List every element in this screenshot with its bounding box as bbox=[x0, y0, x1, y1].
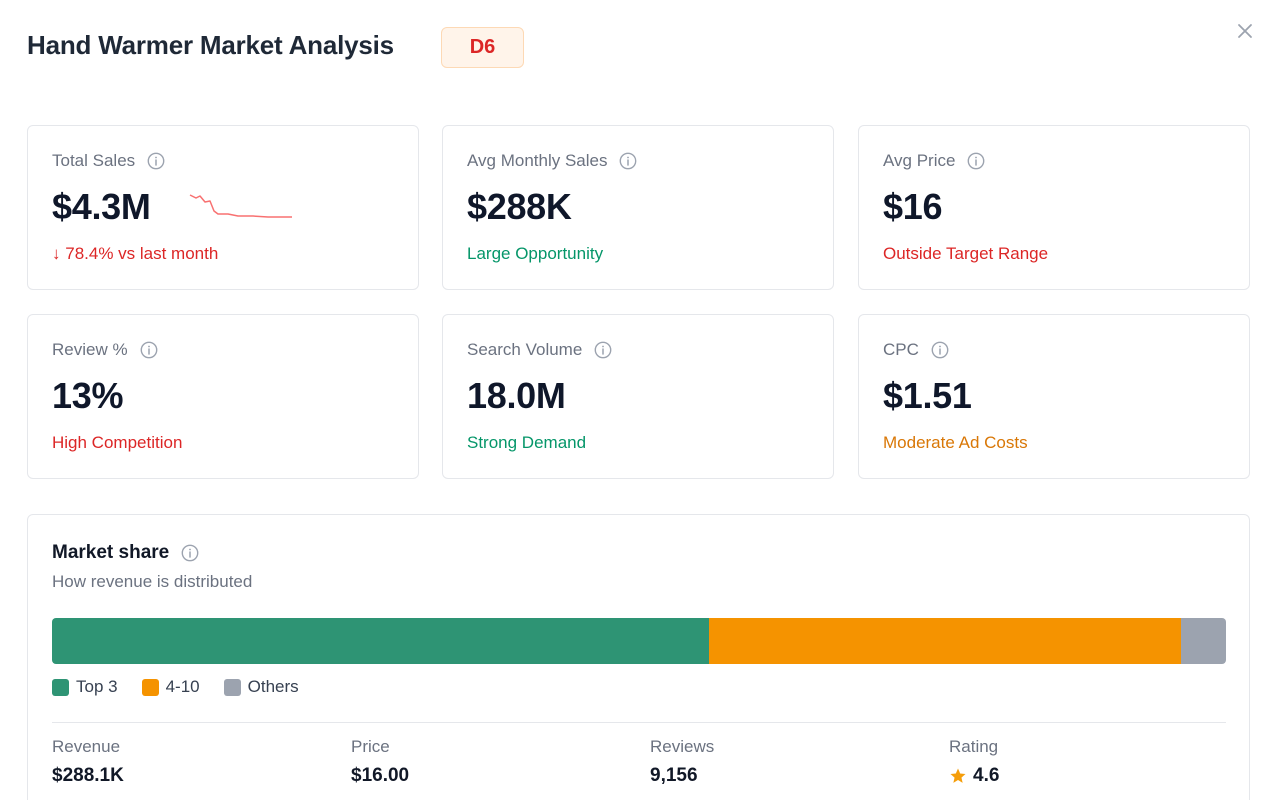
metric-label: CPC bbox=[883, 340, 919, 359]
metric-value: 18.0M bbox=[467, 375, 566, 416]
info-icon[interactable] bbox=[594, 341, 612, 359]
info-icon[interactable] bbox=[931, 341, 949, 359]
stat-price: Price $16.00 bbox=[351, 737, 409, 787]
stat-value: $288.1K bbox=[52, 765, 124, 786]
stat-revenue: Revenue $288.1K bbox=[52, 737, 124, 787]
metric-label: Review % bbox=[52, 340, 128, 359]
metric-card-cpc: CPC $1.51 Moderate Ad Costs bbox=[858, 314, 1250, 479]
market-share-title: Market share bbox=[52, 542, 170, 563]
stat-value: $16.00 bbox=[351, 765, 410, 786]
info-icon[interactable] bbox=[147, 152, 165, 170]
metric-value: 13% bbox=[52, 375, 124, 416]
legend-swatch bbox=[223, 678, 241, 696]
stat-rating: Rating 4.6 bbox=[949, 737, 999, 787]
legend-label: 4-10 bbox=[165, 677, 200, 696]
legend-swatch bbox=[52, 678, 69, 696]
arrow-down-icon: ↓ bbox=[52, 244, 61, 263]
metric-sub: Large Opportunity bbox=[467, 244, 604, 263]
sales-sparkline bbox=[189, 194, 292, 218]
legend-label: Others bbox=[247, 677, 299, 696]
stat-value: 9,156 bbox=[650, 765, 698, 786]
metric-value: $16 bbox=[883, 186, 943, 227]
metric-label: Search Volume bbox=[467, 340, 583, 359]
close-icon[interactable] bbox=[1234, 20, 1256, 42]
score-badge: D6 bbox=[441, 27, 524, 68]
stat-label: Price bbox=[351, 737, 390, 756]
metric-value: $1.51 bbox=[883, 375, 972, 416]
metric-card-total-sales: Total Sales $4.3M ↓ 78.4% vs last month bbox=[27, 125, 419, 290]
segment-others[interactable] bbox=[1181, 618, 1226, 664]
metric-card-avg-monthly-sales: Avg Monthly Sales $288K Large Opportunit… bbox=[442, 125, 834, 290]
info-icon[interactable] bbox=[181, 544, 199, 562]
stat-label: Reviews bbox=[650, 737, 715, 756]
info-icon[interactable] bbox=[967, 152, 985, 170]
legend-swatch bbox=[141, 678, 159, 696]
stat-label: Revenue bbox=[52, 737, 121, 756]
metric-label: Total Sales bbox=[52, 151, 136, 170]
metric-sub: ↓ 78.4% vs last month bbox=[52, 244, 218, 264]
legend-item-4-10: 4-10 bbox=[141, 677, 200, 697]
metric-card-avg-price: Avg Price $16 Outside Target Range bbox=[858, 125, 1250, 290]
metric-value: $288K bbox=[467, 186, 572, 227]
metric-card-review-percent: Review % 13% High Competition bbox=[27, 314, 419, 479]
stat-reviews: Reviews 9,156 bbox=[650, 737, 714, 787]
metric-label: Avg Price bbox=[883, 151, 956, 170]
stat-label: Rating bbox=[949, 737, 999, 756]
market-share-card: Market share How revenue is distributed … bbox=[27, 514, 1250, 800]
metric-sub: High Competition bbox=[52, 433, 183, 452]
metric-sub: Strong Demand bbox=[467, 433, 587, 452]
metric-label: Avg Monthly Sales bbox=[467, 151, 608, 170]
legend-item-others: Others bbox=[223, 677, 299, 697]
legend-label: Top 3 bbox=[76, 677, 118, 696]
stat-value: 4.6 bbox=[973, 765, 1000, 786]
metric-value: $4.3M bbox=[52, 186, 151, 227]
info-icon[interactable] bbox=[619, 152, 637, 170]
star-icon bbox=[950, 768, 966, 783]
segment-4-10[interactable] bbox=[709, 618, 1182, 664]
legend-item-top-3: Top 3 bbox=[52, 677, 118, 697]
segment-top-3[interactable] bbox=[52, 618, 710, 664]
divider bbox=[52, 722, 1226, 723]
info-icon[interactable] bbox=[140, 341, 158, 359]
page-title: Hand Warmer Market Analysis bbox=[27, 30, 394, 60]
market-share-legend: Top 3 4-10 Others bbox=[52, 677, 299, 697]
metric-card-search-volume: Search Volume 18.0M Strong Demand bbox=[442, 314, 834, 479]
metric-sub-text: 78.4% vs last month bbox=[65, 244, 219, 263]
metric-sub: Outside Target Range bbox=[883, 244, 1049, 263]
market-share-bar bbox=[52, 618, 1226, 664]
metric-sub: Moderate Ad Costs bbox=[883, 433, 1028, 452]
market-share-subtitle: How revenue is distributed bbox=[52, 572, 253, 591]
